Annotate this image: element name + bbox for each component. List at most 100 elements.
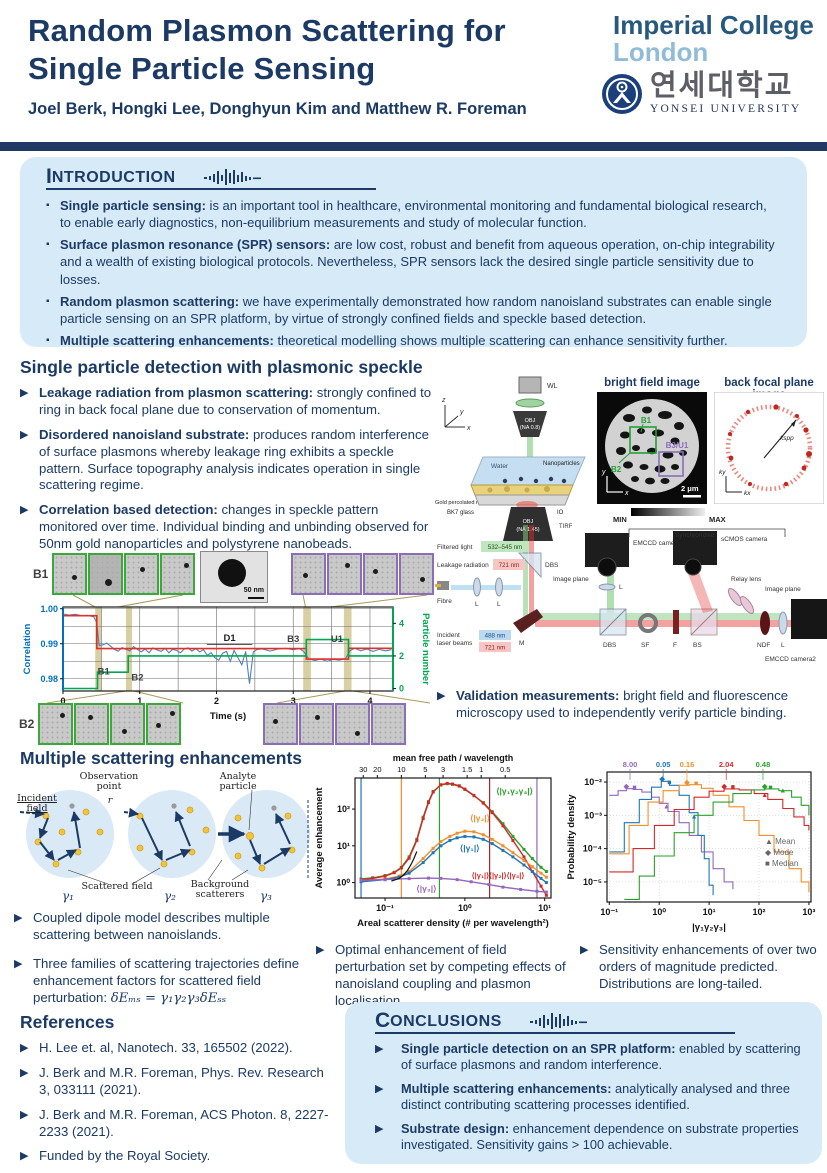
objective-bottom-label: OBJ [523, 519, 534, 525]
svg-text:D1: D1 [223, 633, 236, 644]
bullet-lead: Random plasmon scattering: [60, 293, 240, 309]
speckle-frame [146, 703, 182, 745]
svg-text:◆: ◆ [720, 783, 727, 790]
scattering-diagram: Incident field Observation point r Analy… [12, 772, 312, 906]
mirror-label: M [519, 640, 524, 647]
reference-item: ▶ J. Berk and M.R. Foreman, Phys. Rev. R… [20, 1065, 332, 1099]
colorbar [631, 508, 705, 516]
svg-text:10⁻³: 10⁻³ [584, 810, 602, 820]
colorbar-max: MAX [709, 515, 726, 524]
svg-text:2: 2 [399, 651, 404, 661]
bullet-text: Optimal enhancement of field perturbatio… [335, 942, 566, 1008]
svg-text:0.99: 0.99 [40, 639, 58, 649]
intro-bullet-2: ▪ Surface plasmon resonance (SPR) sensor… [46, 236, 781, 287]
svg-text:Probability density: Probability density [567, 794, 577, 880]
svg-text:B3: B3 [287, 634, 299, 645]
water-label: Water [491, 463, 509, 470]
authors: Joel Berk, Hongki Lee, Donghyun Kim and … [28, 100, 527, 118]
bullet-marker: ▪ [46, 200, 50, 211]
yonsei-korean-name: 연세대학교 [650, 70, 794, 102]
dbs1-label: DBS [545, 562, 559, 569]
svg-text:0.16: 0.16 [680, 760, 695, 769]
relay-lens-label: Relay lens [731, 576, 762, 583]
particle-dot [140, 567, 146, 572]
bf-b2-label: B2 [611, 465, 622, 474]
header-divider-bar [0, 142, 827, 151]
speckle-frame [124, 553, 160, 595]
svg-text:3: 3 [441, 765, 445, 774]
multiple-section-heading: Multiple scattering enhancements [20, 748, 303, 768]
svg-text:▲: ▲ [663, 804, 670, 811]
yonsei-logo: 연세대학교 YONSEI UNIVERSITY [600, 72, 801, 116]
particle-dot [72, 575, 78, 580]
speckle-frame [327, 553, 362, 595]
beamsplitter-label: BS [693, 642, 702, 649]
arrow-bullet-icon: ▶ [14, 957, 23, 970]
intro-bullet-3: ▪ Random plasmon scattering: we have exp… [46, 293, 781, 327]
svg-text:10: 10 [397, 765, 405, 774]
svg-text:◆ Mode: ◆ Mode [765, 848, 794, 857]
svg-text:5: 5 [423, 765, 427, 774]
svg-text:B1: B1 [98, 667, 111, 678]
nanoparticle-tem [218, 559, 246, 587]
svg-text:■: ■ [632, 784, 636, 791]
multiple-bullets: ▶ Coupled dipole model describes multipl… [14, 910, 310, 1015]
validation-bullet: ▶ Validation measurements: bright field … [437, 688, 820, 722]
reference-item: ▶ J. Berk and M.R. Foreman, ACS Photon. … [20, 1107, 332, 1141]
conclusions-heading: C ONCLUSIONS [375, 1010, 735, 1034]
svg-text:◆: ◆ [659, 776, 666, 783]
title-line-2: Single Particle Sensing [28, 50, 376, 86]
bright-field-image: B1 B2 B3/U1 x y 2 μm [597, 392, 707, 504]
bright-field-label: bright field image [604, 377, 700, 389]
svg-text:10⁰: 10⁰ [336, 878, 350, 888]
strip-label: B1 [33, 567, 49, 581]
axis-y-label: y [459, 409, 464, 416]
speckle-frame [160, 553, 196, 595]
bk7-glass-label: BK7 glass [447, 510, 474, 516]
imperial-logo-line2: London [613, 37, 709, 68]
dbs2-label: DBS [603, 642, 617, 649]
lens-label: L [619, 584, 623, 591]
bullet-text: is an important tool in healthcare, envi… [60, 198, 767, 231]
arrow-bullet-icon: ▶ [580, 944, 589, 956]
svg-text:10²: 10² [337, 804, 350, 814]
bullet-text: Sensitivity enhancements of over two ord… [599, 942, 817, 991]
particle-dot [273, 719, 278, 724]
svg-text:10⁻¹: 10⁻¹ [376, 903, 394, 913]
lens-label: L [497, 601, 501, 608]
svg-text:■: ■ [667, 779, 671, 786]
imperial-college-logo: Imperial College London [613, 11, 814, 68]
bullet-lead: Multiple scattering enhancements: [60, 333, 274, 349]
lens-label: L [781, 642, 785, 649]
svg-text:◆: ◆ [683, 779, 690, 786]
observation-point-label: Observation point [79, 771, 139, 792]
fibre-label: Fibre [437, 598, 452, 605]
particle-dot [184, 563, 190, 568]
ky-label: ky [719, 469, 726, 476]
objective-bottom-na: (NA 1.45) [516, 527, 539, 533]
bullet-lead: Validation measurements: [456, 688, 620, 703]
svg-text:10³: 10³ [802, 907, 815, 917]
svg-text:Average enhancement: Average enhancement [314, 787, 325, 889]
particle-dot [303, 573, 308, 578]
arrow-bullet-icon: ▶ [316, 944, 325, 956]
particle-dot [122, 729, 128, 734]
tem-scalebar [248, 596, 264, 599]
leakage-radiation-label: Leakage radiation [437, 562, 489, 569]
incident-badge-488: 488 nm [485, 633, 506, 640]
bullet-lead: Correlation based detection: [39, 502, 218, 518]
analyte-particle-label: Analyte particle [219, 771, 257, 792]
speckle-bullet-3: ▶ Correlation based detection: changes i… [20, 502, 432, 553]
svg-text:■: ■ [768, 784, 772, 791]
chartB-bullet: ▶ Optimal enhancement of field perturbat… [316, 942, 566, 1010]
particle-dot [60, 713, 66, 718]
svg-text:◆: ◆ [761, 783, 768, 790]
filmstrip-B2: B2 [19, 703, 182, 745]
speckle-frame [88, 553, 124, 595]
svg-text:4: 4 [367, 696, 372, 706]
svg-text:mean free path / wavelength: mean free path / wavelength [393, 753, 514, 763]
svg-text:◆: ◆ [623, 783, 630, 790]
svg-text:⟨|γ₃|⟩: ⟨|γ₃|⟩ [416, 883, 436, 893]
bullet-lead: Multiple scattering enhancements: [401, 1080, 612, 1096]
scattered-field-label: Scattered field [81, 881, 153, 892]
